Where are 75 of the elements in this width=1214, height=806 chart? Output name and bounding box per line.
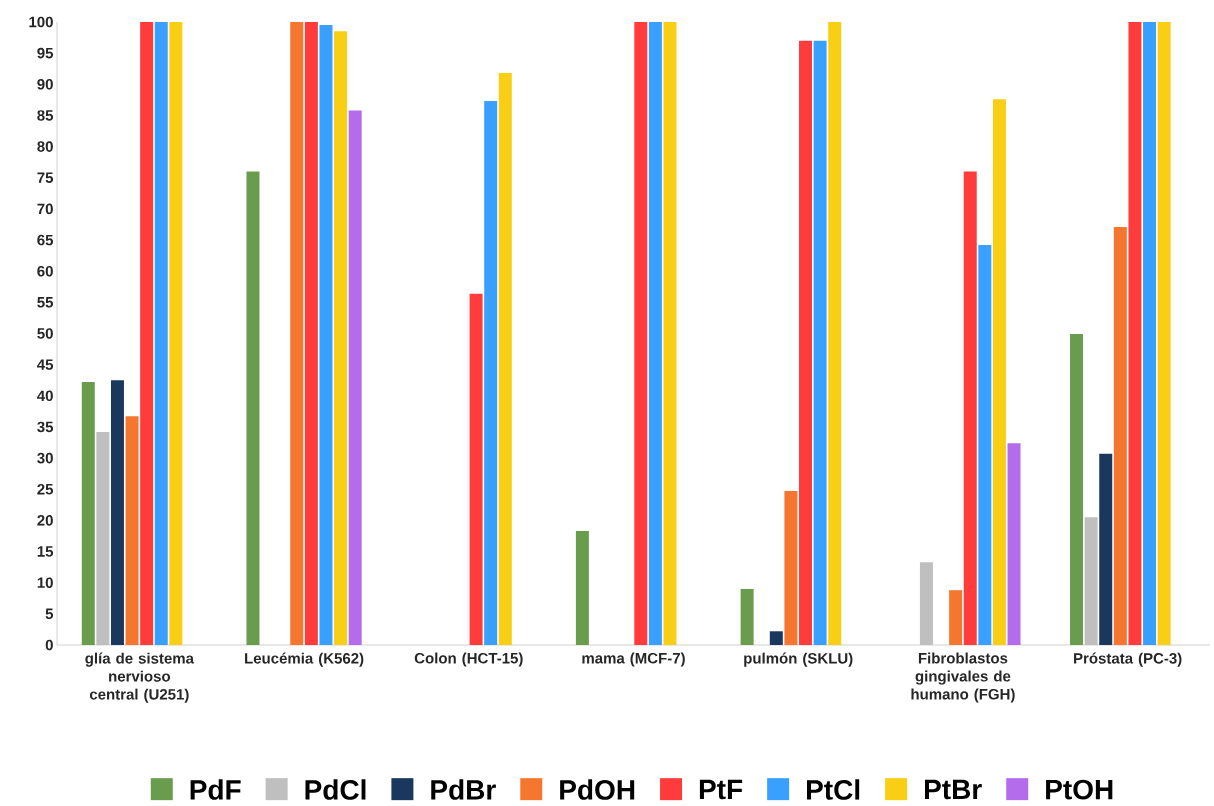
bar xyxy=(319,25,333,645)
y-tick-label: 90 xyxy=(37,78,53,90)
y-tick-label: 20 xyxy=(37,515,53,526)
y-tick-label: 50 xyxy=(37,328,53,339)
x-tick-label: glía de sistema nervioso central (U251) xyxy=(85,652,195,703)
legend-label: PdOH xyxy=(560,779,635,800)
bar xyxy=(813,40,827,645)
x-tick-label: Próstata (PC-3) xyxy=(1074,652,1182,667)
bar xyxy=(169,21,183,645)
bar xyxy=(828,21,842,645)
bar xyxy=(348,110,362,645)
y-tick-label: 85 xyxy=(37,110,54,121)
bar xyxy=(484,101,498,645)
bar xyxy=(290,21,304,645)
y-tick-label: 25 xyxy=(37,483,54,495)
bar xyxy=(648,21,662,645)
x-tick-label: Leucémia (K562) xyxy=(245,652,364,667)
bar xyxy=(334,31,348,645)
bar xyxy=(799,40,813,645)
y-tick-label: 70 xyxy=(37,203,53,215)
bar xyxy=(140,21,154,645)
legend-label: PdF xyxy=(190,779,241,800)
bar xyxy=(81,382,95,645)
bar xyxy=(740,588,754,645)
bar xyxy=(949,590,963,645)
bar xyxy=(1007,443,1021,645)
bar xyxy=(110,380,124,645)
bar xyxy=(919,562,933,645)
y-tick-label: 5 xyxy=(45,608,54,620)
bar xyxy=(963,171,977,645)
bar xyxy=(304,21,318,645)
bar xyxy=(769,631,783,645)
y-tick-label: 60 xyxy=(37,265,53,277)
y-tick-label: 15 xyxy=(37,546,54,557)
bar xyxy=(1084,517,1098,645)
x-tick-label: pulmón (SKLU) xyxy=(744,652,853,667)
legend-label: PtCl xyxy=(807,779,860,800)
y-tick-label: 80 xyxy=(37,141,53,152)
legend-label: PdCl xyxy=(305,779,366,800)
y-tick-label: 100 xyxy=(29,16,53,28)
y-tick-label: 55 xyxy=(37,297,54,308)
bar xyxy=(498,73,512,645)
y-tick-label: 40 xyxy=(37,390,53,402)
y-tick-label: 95 xyxy=(37,47,54,59)
x-tick-label: Fibroblastos gingivales de humano (FGH) xyxy=(911,652,1015,703)
bar xyxy=(992,99,1006,645)
y-tick-label: 10 xyxy=(37,577,53,588)
bar xyxy=(1113,226,1127,645)
legend-label: PtF xyxy=(699,779,743,800)
bar xyxy=(1128,21,1142,645)
bar xyxy=(784,491,798,645)
bar xyxy=(1157,21,1171,645)
legend-label: PtOH xyxy=(1046,779,1113,800)
bar xyxy=(96,431,110,645)
y-tick-label: 35 xyxy=(37,421,54,433)
bar xyxy=(469,293,483,645)
bar xyxy=(575,530,589,645)
y-tick-label: 75 xyxy=(37,172,54,183)
y-tick-label: 45 xyxy=(37,359,54,370)
bar xyxy=(246,171,260,645)
y-tick-label: 0 xyxy=(45,639,53,651)
bar xyxy=(1143,21,1157,645)
bar xyxy=(978,245,992,645)
legend-label: PdBr xyxy=(431,779,496,800)
bar xyxy=(154,21,168,645)
y-tick-label: 65 xyxy=(37,234,54,246)
bar xyxy=(634,21,648,645)
bar xyxy=(663,21,677,645)
x-tick-label: Colon (HCT-15) xyxy=(414,652,523,667)
y-tick-label: 30 xyxy=(37,452,53,464)
bar xyxy=(1070,334,1084,645)
bar xyxy=(125,416,139,645)
x-tick-label: mama (MCF-7) xyxy=(582,652,685,667)
bar xyxy=(1099,453,1113,645)
legend-label: PtBr xyxy=(924,779,982,800)
